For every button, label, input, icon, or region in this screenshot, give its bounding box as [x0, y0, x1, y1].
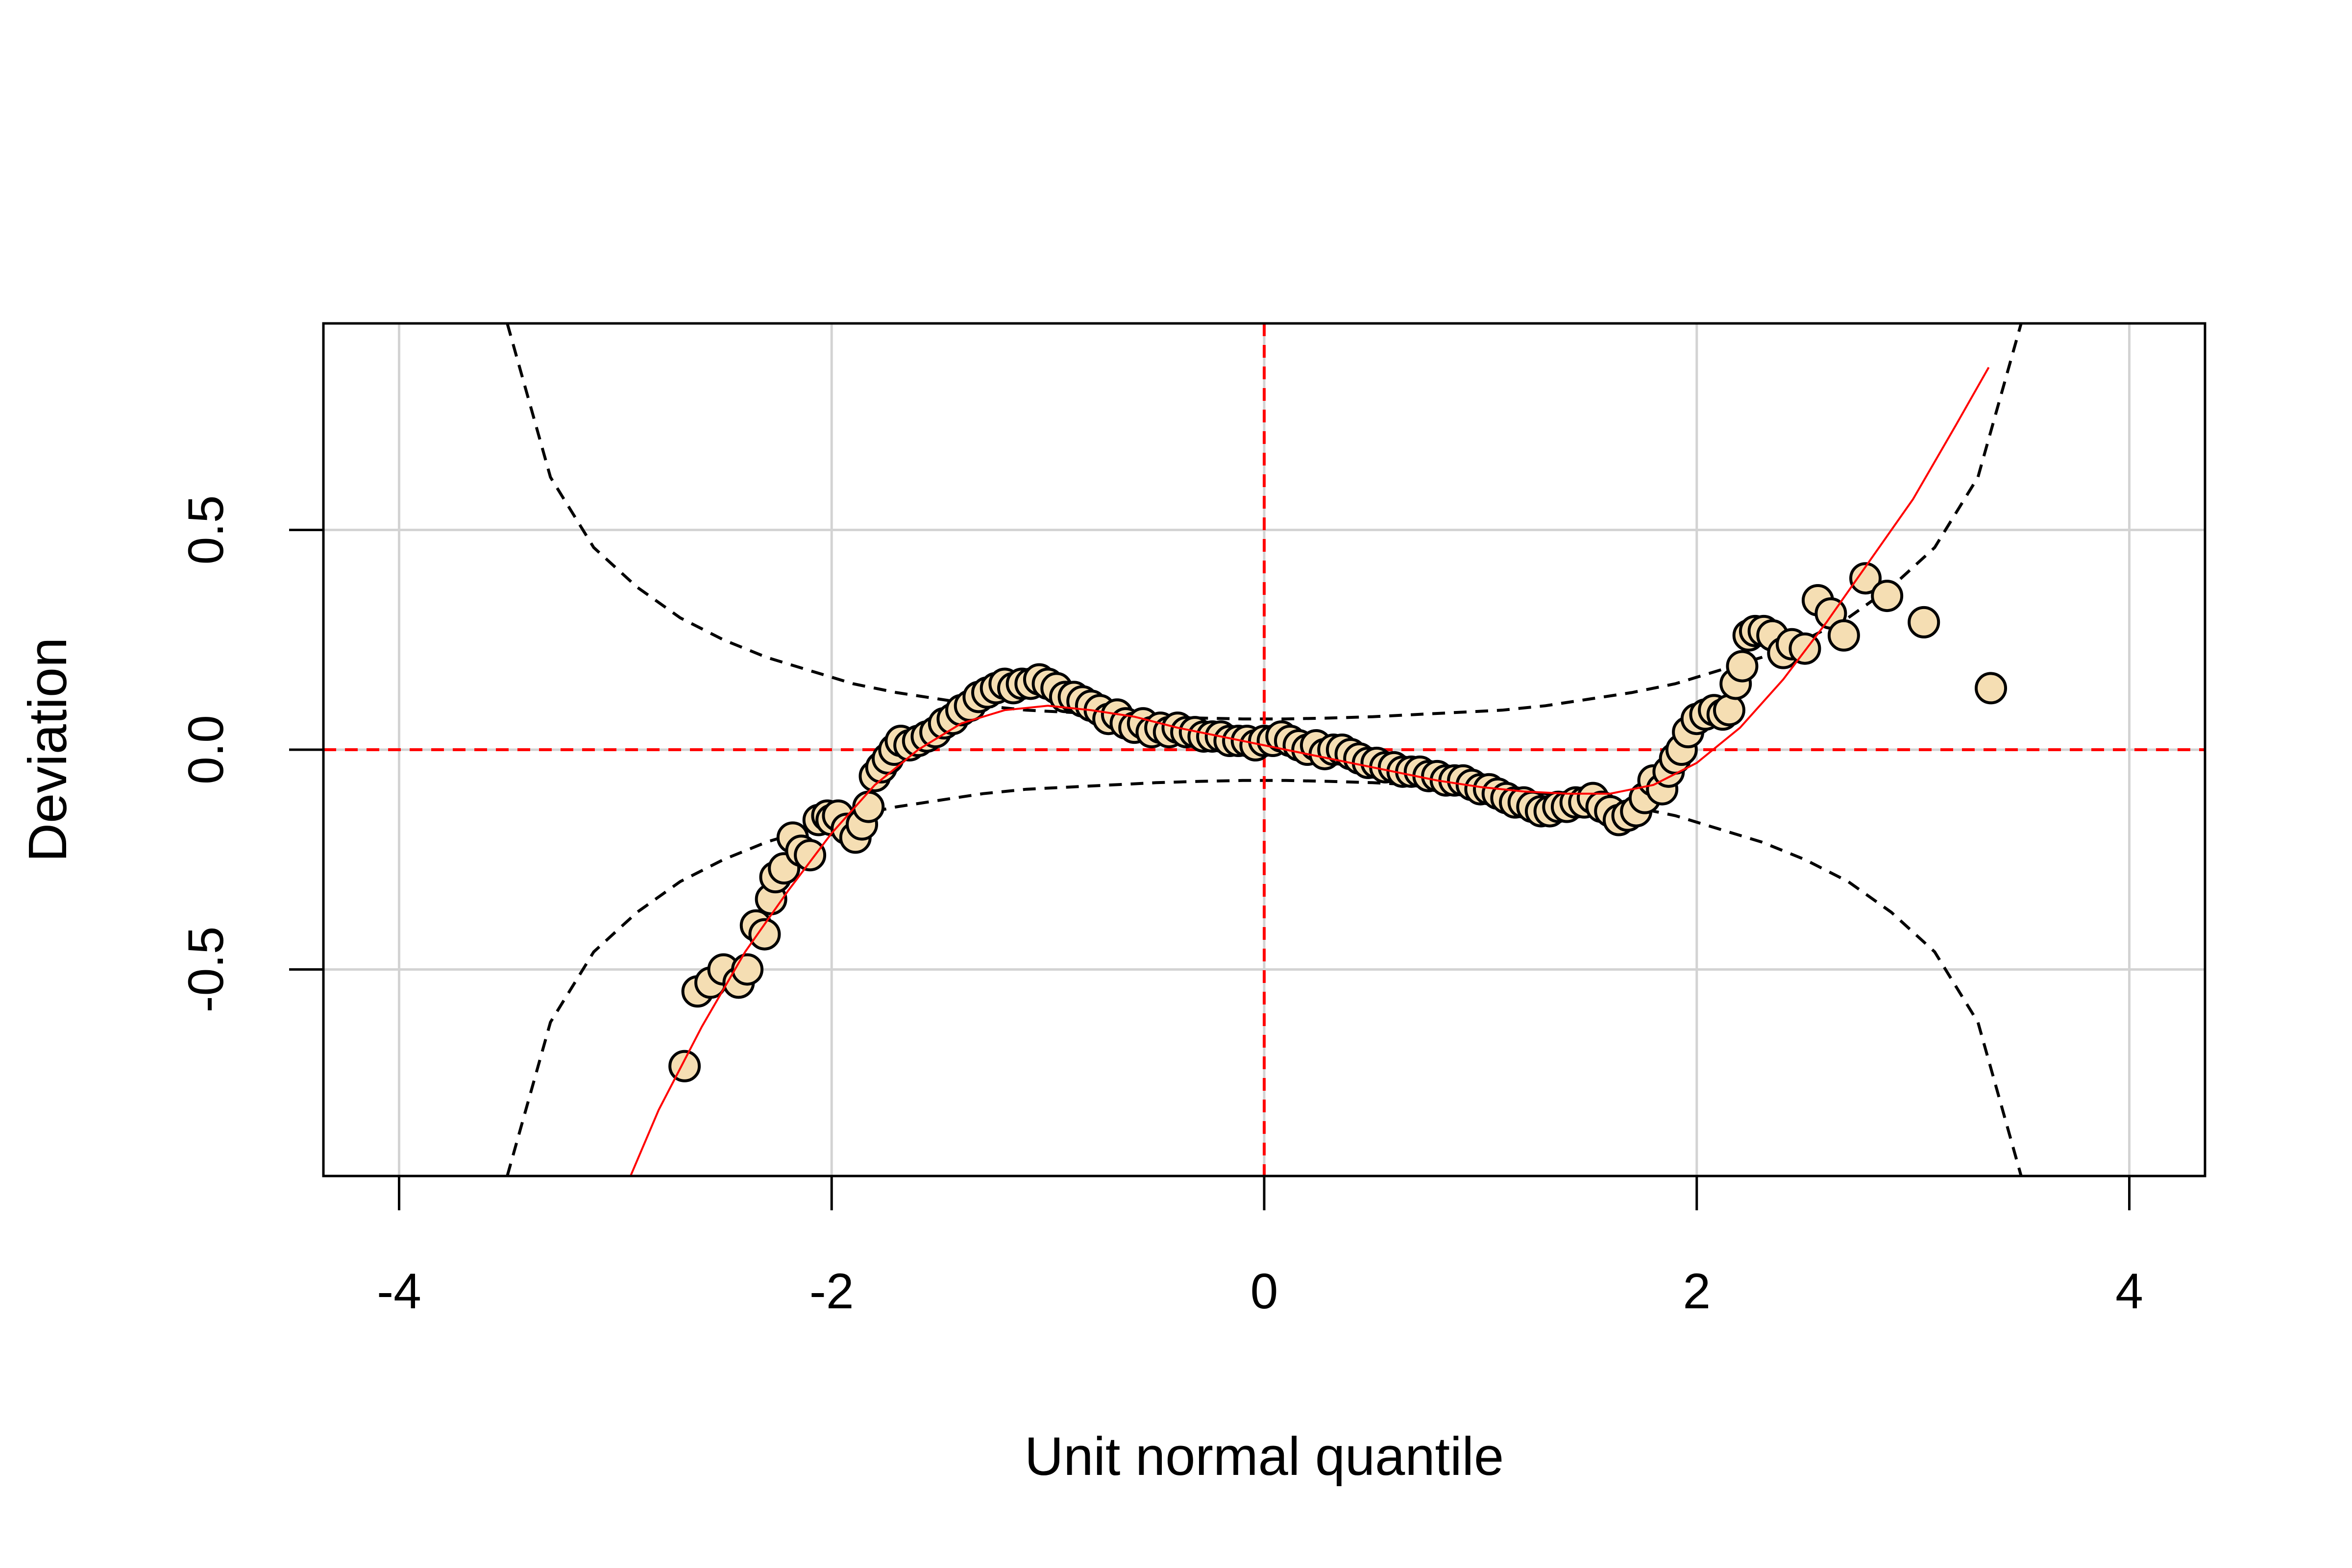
x-tick-label: 4 — [2115, 1263, 2143, 1319]
y-axis: -0.5 0.0 0.5 — [178, 495, 325, 1013]
data-point — [731, 953, 764, 986]
x-tick-label: 2 — [1683, 1263, 1711, 1319]
y-tick-label: 0.0 — [178, 715, 234, 784]
data-points — [668, 562, 2008, 1082]
data-point — [668, 1050, 701, 1082]
data-point — [852, 790, 885, 823]
data-point — [1908, 606, 1940, 638]
fit-curve-line — [629, 367, 1990, 1176]
y-tick-label: 0.5 — [178, 495, 234, 565]
x-tick-label: 0 — [1250, 1263, 1278, 1319]
y-axis-title: Deviation — [18, 637, 78, 862]
reference-lines — [323, 323, 2205, 1176]
data-point — [1726, 650, 1759, 683]
y-tick-label: -0.5 — [178, 927, 234, 1013]
data-point — [794, 839, 827, 872]
data-point — [1871, 580, 1904, 612]
x-axis: -4 -2 0 2 4 — [377, 1175, 2143, 1319]
data-point — [1975, 672, 2008, 705]
data-point — [748, 918, 781, 951]
data-point — [1713, 694, 1745, 727]
x-tick-label: -4 — [377, 1263, 421, 1319]
x-axis-title: Unit normal quantile — [1025, 1426, 1504, 1487]
fit-curve — [629, 367, 1990, 1176]
data-point — [1849, 562, 1882, 595]
x-tick-label: -2 — [809, 1263, 854, 1319]
data-point — [1827, 619, 1860, 652]
